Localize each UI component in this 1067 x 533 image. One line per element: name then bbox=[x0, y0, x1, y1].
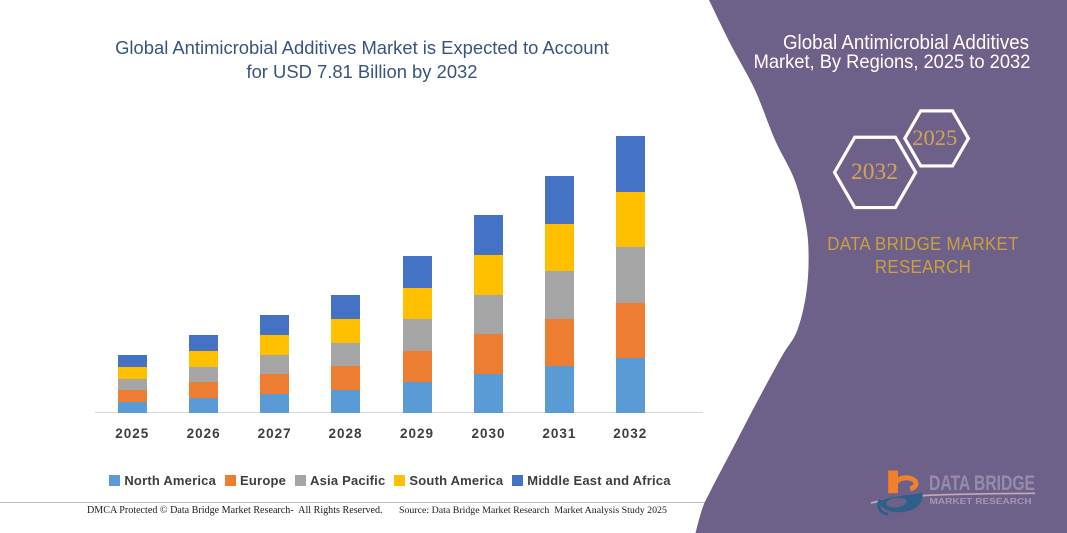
svg-text:2025: 2025 bbox=[912, 125, 957, 150]
svg-text:2032: 2032 bbox=[851, 159, 898, 185]
svg-text:MARKET RESEARCH: MARKET RESEARCH bbox=[930, 496, 1032, 506]
svg-text:DATA BRIDGE: DATA BRIDGE bbox=[929, 472, 1035, 495]
